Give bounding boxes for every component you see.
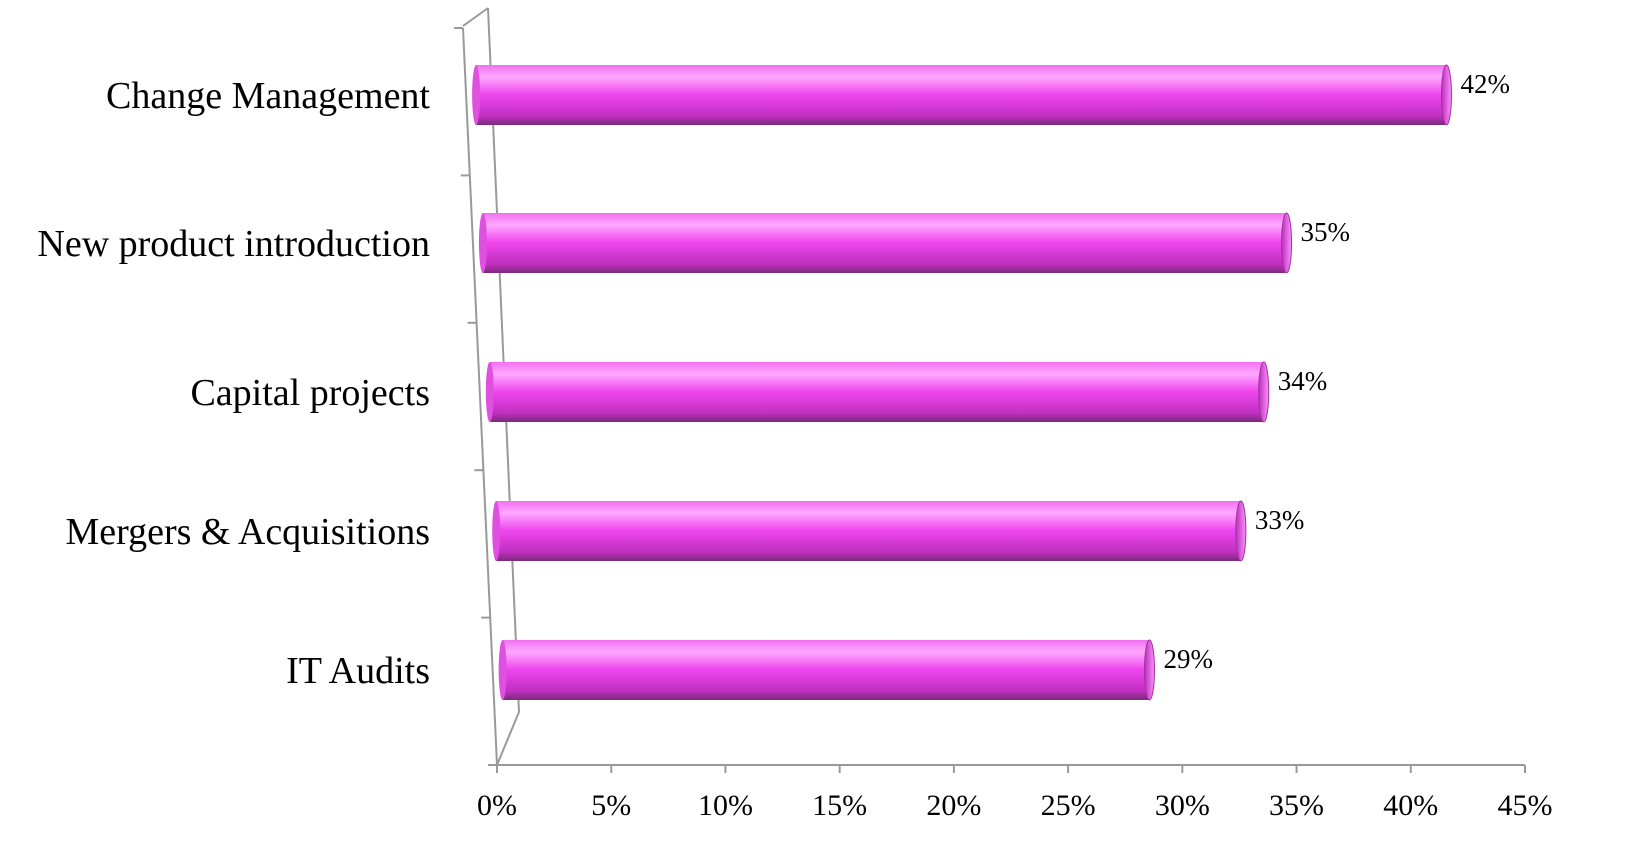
bar-group bbox=[498, 639, 1155, 701]
bar bbox=[496, 501, 1241, 561]
bar bbox=[482, 213, 1287, 273]
bar-left-cap bbox=[478, 213, 487, 273]
category-label: IT Audits bbox=[286, 650, 430, 692]
bar-right-cap bbox=[1281, 212, 1293, 274]
data-label: 35% bbox=[1301, 217, 1351, 247]
bar-right-cap bbox=[1143, 639, 1155, 701]
data-label: 42% bbox=[1460, 69, 1510, 99]
back-wall-top-edge bbox=[462, 7, 489, 27]
category-axis-line bbox=[462, 27, 498, 766]
bars bbox=[472, 64, 1452, 701]
x-tick-label: 35% bbox=[1269, 789, 1324, 822]
bar-group bbox=[478, 212, 1293, 274]
data-label: 34% bbox=[1278, 366, 1328, 396]
bar-left-cap bbox=[492, 501, 501, 561]
bar-left-cap bbox=[485, 362, 494, 422]
bar-left-cap bbox=[472, 65, 481, 125]
x-tick-label: 30% bbox=[1155, 789, 1210, 822]
bar-right-cap bbox=[1440, 64, 1452, 126]
x-tick-label: 5% bbox=[591, 789, 631, 822]
category-label: New product introduction bbox=[37, 223, 430, 265]
x-tick-label: 20% bbox=[926, 789, 981, 822]
floor-edge bbox=[496, 711, 520, 766]
bar-group bbox=[472, 64, 1452, 126]
category-label: Change Management bbox=[106, 75, 430, 117]
bar-right-cap bbox=[1235, 500, 1247, 562]
x-tick-label: 25% bbox=[1041, 789, 1096, 822]
data-label: 33% bbox=[1255, 505, 1305, 535]
x-tick-label: 10% bbox=[698, 789, 753, 822]
labels: 0% 5% 10% 15% 20% 25% 30% 35% 40% 45% Change Manag… bbox=[37, 69, 1552, 822]
x-tick-label: 45% bbox=[1498, 789, 1553, 822]
category-label: Capital projects bbox=[190, 372, 430, 414]
category-label: Mergers & Acquisitions bbox=[65, 511, 430, 553]
bar-left-cap bbox=[498, 640, 507, 700]
x-tick-label: 15% bbox=[812, 789, 867, 822]
bar-right-cap bbox=[1258, 361, 1270, 423]
x-tick-label: 0% bbox=[477, 789, 517, 822]
bar-group bbox=[492, 500, 1247, 562]
axes bbox=[454, 7, 1526, 773]
bar bbox=[476, 65, 1447, 125]
x-tick-label: 40% bbox=[1383, 789, 1438, 822]
back-wall-edge bbox=[487, 7, 520, 713]
bar bbox=[502, 640, 1150, 700]
data-label: 29% bbox=[1163, 644, 1213, 674]
bar-group bbox=[485, 361, 1270, 423]
bar bbox=[489, 362, 1264, 422]
